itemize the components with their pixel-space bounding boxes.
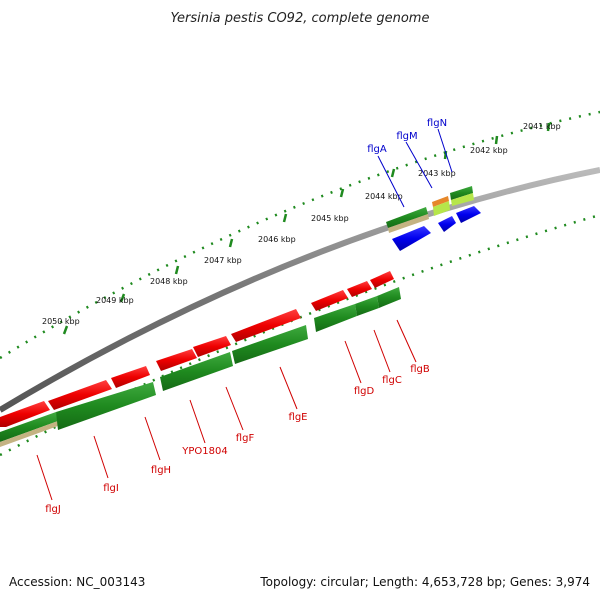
gene-label-flgD: flgD <box>354 386 375 397</box>
major-ticks <box>62 122 551 335</box>
gene-label-flgA: flgA <box>367 144 387 155</box>
red-leader-lines <box>36 319 417 501</box>
tick-track-upper <box>0 110 600 360</box>
kbp-label-2049: 2049 kbp <box>96 296 134 305</box>
kbp-label-2041: 2041 kbp <box>523 122 561 131</box>
kbp-label-2048: 2048 kbp <box>150 277 188 286</box>
gene-label-flgH: flgH <box>151 465 171 476</box>
gene-label-flgF: flgF <box>236 433 255 444</box>
gene-label-flgM: flgM <box>396 131 417 142</box>
gene-flgM-blue-arrow <box>438 216 456 232</box>
gene-label-YPO1804: YPO1804 <box>181 446 227 457</box>
forward-composite <box>386 186 474 233</box>
accession-text: Accession: NC_003143 <box>9 575 145 589</box>
blue-leader-lines <box>377 128 453 208</box>
reverse-genes-red <box>0 271 394 427</box>
gene-label-flgN: flgN <box>427 118 447 129</box>
gene-flgA-blue-arrow <box>392 226 431 251</box>
gene-label-flgI: flgI <box>103 483 119 494</box>
kbp-label-2043: 2043 kbp <box>418 169 456 178</box>
gene-label-flgB: flgB <box>410 364 430 375</box>
gene-flgN-blue-arrow <box>456 206 481 223</box>
kbp-label-2044: 2044 kbp <box>365 192 403 201</box>
genome-backbone <box>0 167 600 413</box>
kbp-label-2042: 2042 kbp <box>470 146 508 155</box>
gene-label-flgC: flgC <box>382 375 402 386</box>
forward-genes <box>392 206 481 251</box>
kbp-label-2045: 2045 kbp <box>311 214 349 223</box>
kbp-label-2047: 2047 kbp <box>204 256 242 265</box>
reverse-genes-green <box>0 287 401 447</box>
gene-label-flgE: flgE <box>289 412 308 423</box>
kbp-label-2046: 2046 kbp <box>258 235 296 244</box>
kbp-label-2050: 2050 kbp <box>42 317 80 326</box>
genome-summary-text: Topology: circular; Length: 4,653,728 bp… <box>259 575 590 589</box>
map-title: Yersinia pestis CO92, complete genome <box>171 11 430 26</box>
gene-label-flgJ: flgJ <box>45 504 61 515</box>
